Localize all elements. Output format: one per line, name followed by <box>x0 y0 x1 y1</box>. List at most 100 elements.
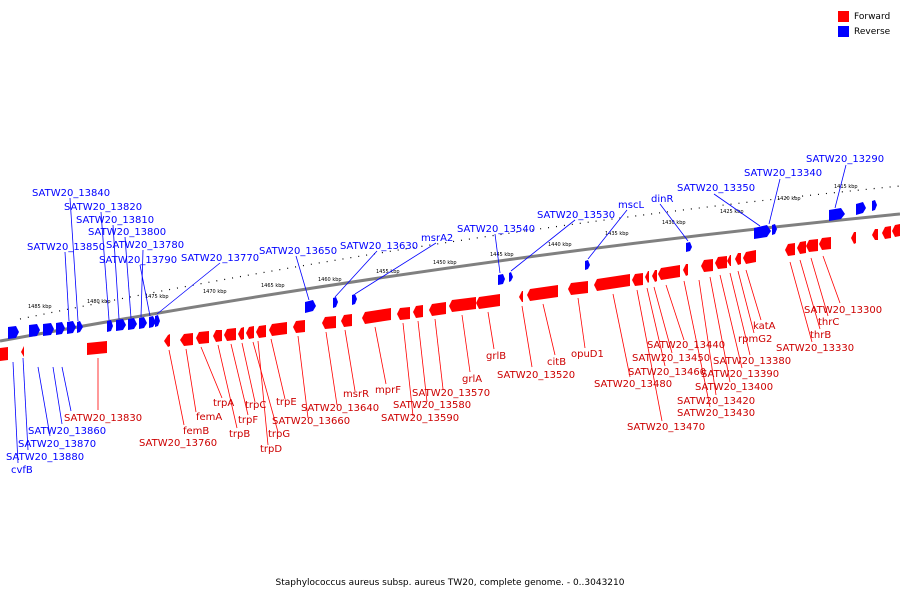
gene-label[interactable]: SATW20_13580 <box>393 400 471 411</box>
gene-label[interactable]: thrC <box>818 317 839 328</box>
gene-label[interactable]: SATW20_13380 <box>713 356 791 367</box>
gene-label[interactable]: SATW20_13640 <box>301 403 379 414</box>
gene-label[interactable]: dinR <box>651 194 673 205</box>
scale-label: 1450 kbp <box>433 260 457 266</box>
gene-label[interactable]: trpF <box>238 415 258 426</box>
gene-label[interactable]: msrR <box>343 389 369 400</box>
legend: Forward Reverse <box>838 9 890 39</box>
leader-lines <box>12 164 847 464</box>
gene-label[interactable]: trpB <box>229 429 250 440</box>
gene-label[interactable]: SATW20_13760 <box>139 438 217 449</box>
reverse-gene <box>872 200 877 211</box>
gene-label[interactable]: femB <box>183 426 209 437</box>
scale-label: 1485 kbp <box>28 304 52 310</box>
gene-label[interactable]: SATW20_13630 <box>340 241 418 252</box>
gene-label[interactable]: SATW20_13470 <box>627 422 705 433</box>
forward-gene <box>269 322 287 336</box>
gene-label[interactable]: SATW20_13330 <box>776 343 854 354</box>
gene-label[interactable]: SATW20_13790 <box>99 255 177 266</box>
leader-line <box>241 342 256 403</box>
gene-label[interactable]: SATW20_13520 <box>497 370 575 381</box>
gene-label[interactable]: SATW20_13880 <box>6 452 84 463</box>
legend-forward: Forward <box>838 9 890 24</box>
gene-label[interactable]: SATW20_13480 <box>594 379 672 390</box>
gene-label[interactable]: SATW20_13450 <box>632 353 710 364</box>
forward-gene <box>735 253 741 265</box>
leader-line <box>709 276 731 383</box>
gene-label[interactable]: SATW20_13340 <box>744 168 822 179</box>
leader-line <box>69 197 79 322</box>
gene-label[interactable]: SATW20_13400 <box>695 382 773 393</box>
gene-label[interactable]: SATW20_13660 <box>272 416 350 427</box>
forward-gene <box>238 327 244 340</box>
gene-label[interactable]: SATW20_13290 <box>806 154 884 165</box>
gene-label[interactable]: SATW20_13800 <box>88 227 166 238</box>
gene-label[interactable]: SATW20_13840 <box>32 188 110 199</box>
forward-swatch <box>838 11 849 22</box>
scale-label: 1470 kbp <box>203 289 227 295</box>
gene-label[interactable]: opuD1 <box>571 349 604 360</box>
gene-label[interactable]: SATW20_13770 <box>181 253 259 264</box>
forward-gene <box>449 297 476 312</box>
leader-line <box>636 289 663 422</box>
gene-label[interactable]: cvfB <box>11 465 33 476</box>
gene-label[interactable]: mscL <box>618 200 644 211</box>
scale-arc <box>19 185 900 320</box>
gene-label[interactable]: SATW20_13870 <box>18 439 96 450</box>
gene-label[interactable]: SATW20_13540 <box>457 224 535 235</box>
leader-line <box>542 303 556 356</box>
leader-line <box>168 349 185 426</box>
reverse-gene <box>585 260 590 270</box>
gene-label[interactable]: SATW20_13420 <box>677 396 755 407</box>
leader-line <box>719 274 743 369</box>
gene-label[interactable]: trpD <box>260 444 282 455</box>
gene-label[interactable]: SATW20_13590 <box>381 413 459 424</box>
gene-label[interactable]: SATW20_13830 <box>64 413 142 424</box>
gene-label[interactable]: trpA <box>213 398 234 409</box>
leader-line <box>745 269 762 321</box>
forward-gene-labels: SATW20_13830 femB SATW20_13760 femA trpA… <box>64 305 882 455</box>
reverse-gene <box>305 300 316 313</box>
gene-label[interactable]: rpmG2 <box>738 334 772 345</box>
forward-gene <box>213 330 222 342</box>
gene-label[interactable]: SATW20_13390 <box>701 369 779 380</box>
forward-gene <box>21 346 24 357</box>
gene-label[interactable]: trpE <box>276 397 297 408</box>
forward-gene <box>476 294 500 309</box>
gene-label[interactable]: citB <box>547 357 566 368</box>
forward-gene <box>519 291 523 302</box>
forward-gene <box>645 271 649 283</box>
reverse-gene <box>333 297 338 308</box>
gene-label[interactable]: grlA <box>462 374 482 385</box>
gene-label[interactable]: SATW20_13780 <box>106 240 184 251</box>
scale-label: 1425 kbp <box>720 209 744 215</box>
leader-line <box>230 343 249 416</box>
forward-gene <box>0 347 8 361</box>
gene-label[interactable]: SATW20_13850 <box>27 242 105 253</box>
gene-label[interactable]: trpC <box>245 400 266 411</box>
gene-label[interactable]: SATW20_13810 <box>76 215 154 226</box>
gene-label[interactable]: femA <box>196 412 222 423</box>
gene-label[interactable]: trpG <box>268 429 290 440</box>
gene-label[interactable]: SATW20_13460 <box>628 367 706 378</box>
forward-gene <box>362 308 391 324</box>
gene-label[interactable]: SATW20_13860 <box>28 426 106 437</box>
reverse-gene <box>128 318 137 330</box>
gene-label[interactable]: katA <box>753 321 776 332</box>
gene-label[interactable]: SATW20_13300 <box>804 305 882 316</box>
gene-label[interactable]: SATW20_13440 <box>647 340 725 351</box>
gene-label[interactable]: SATW20_13570 <box>412 388 490 399</box>
gene-label[interactable]: grlB <box>486 351 506 362</box>
gene-label[interactable]: SATW20_13430 <box>677 408 755 419</box>
gene-label[interactable]: mprF <box>375 385 401 396</box>
forward-gene <box>594 274 630 291</box>
gene-label[interactable]: msrA2 <box>421 233 453 244</box>
gene-label[interactable]: SATW20_13530 <box>537 210 615 221</box>
gene-label[interactable]: thrB <box>810 330 831 341</box>
gene-label[interactable]: SATW20_13350 <box>677 183 755 194</box>
gene-label[interactable]: SATW20_13820 <box>64 202 142 213</box>
forward-gene <box>806 239 818 252</box>
leader-line <box>61 366 72 412</box>
gene-label[interactable]: SATW20_13650 <box>259 246 337 257</box>
scale-label: 1430 kbp <box>662 220 686 226</box>
